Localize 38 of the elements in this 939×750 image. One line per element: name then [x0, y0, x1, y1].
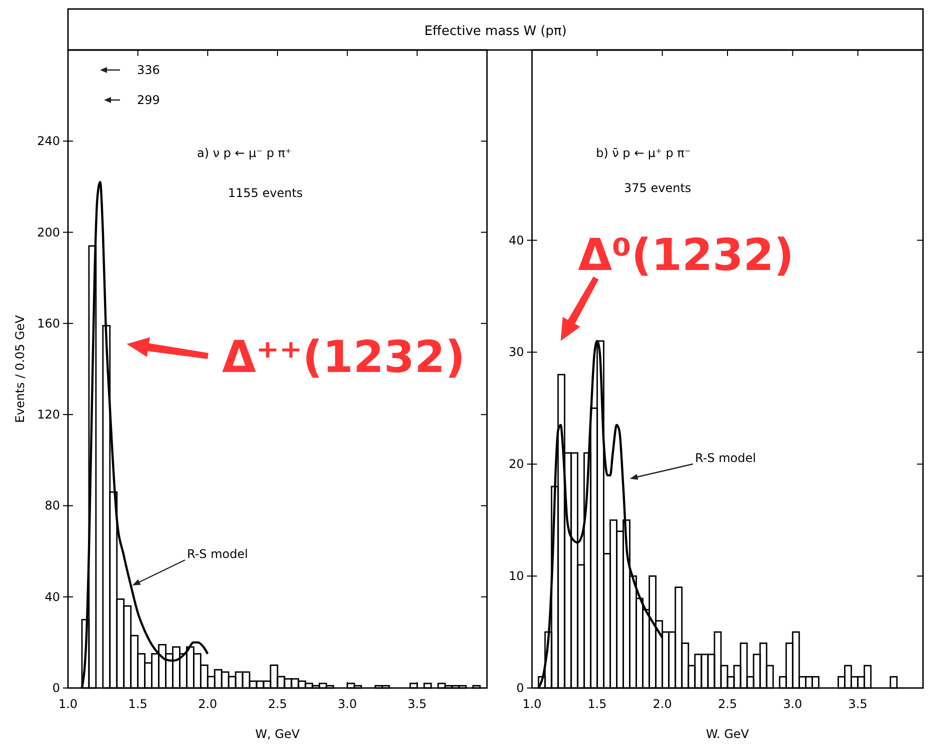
- chart-title: Effective mass W (pπ): [424, 24, 567, 39]
- x-tick-label: 2.0: [652, 697, 672, 711]
- y-tick-label: 40: [508, 233, 524, 248]
- annotation: R-S model: [695, 451, 756, 465]
- y-tick-label: 240: [37, 134, 60, 148]
- y-axis-title: Events / 0.05 GeV: [13, 314, 27, 423]
- y-tick-label: 120: [37, 408, 60, 422]
- annotation: a) ν p ← μ⁻ p π⁺: [197, 146, 292, 160]
- x-tick-label: 1.5: [128, 697, 148, 711]
- annotation: R-S model: [187, 547, 248, 561]
- x-tick-label: 2.0: [198, 697, 218, 711]
- y-tick-label: 40: [44, 590, 60, 604]
- x-axis-title: W, GeV: [255, 727, 300, 741]
- annotation: b) ν̄ p ← μ⁺ p π⁻: [596, 146, 691, 160]
- y-tick-label: 0: [516, 681, 524, 695]
- x-tick-label: 2.5: [268, 697, 288, 711]
- y-tick-label: 10: [508, 569, 524, 584]
- y-tick-label: 0: [52, 681, 60, 695]
- x-axis-title: W. GeV: [706, 727, 750, 741]
- x-tick-label: 1.0: [522, 697, 542, 711]
- annotation: 1155 events: [228, 186, 303, 200]
- annotation: Δ⁺⁺(1232): [222, 332, 466, 383]
- y-tick-label: 80: [44, 498, 60, 513]
- x-tick-label: 3.5: [848, 697, 868, 711]
- x-tick-label: 3.0: [783, 697, 802, 711]
- x-tick-label: 1.5: [588, 697, 607, 711]
- y-tick-label: 200: [37, 225, 60, 240]
- x-tick-label: 1.0: [58, 697, 78, 711]
- annotation: 375 events: [624, 181, 692, 195]
- y-tick-label: 20: [508, 457, 524, 472]
- y-tick-label: 160: [37, 316, 60, 330]
- annotation: Δ⁰(1232): [578, 230, 794, 281]
- x-tick-label: 3.5: [408, 697, 427, 711]
- annotation: 336: [137, 63, 160, 77]
- x-tick-label: 2.5: [718, 697, 738, 711]
- x-tick-label: 3.0: [338, 697, 357, 711]
- annotation: 299: [137, 93, 160, 107]
- y-tick-label: 30: [508, 345, 524, 360]
